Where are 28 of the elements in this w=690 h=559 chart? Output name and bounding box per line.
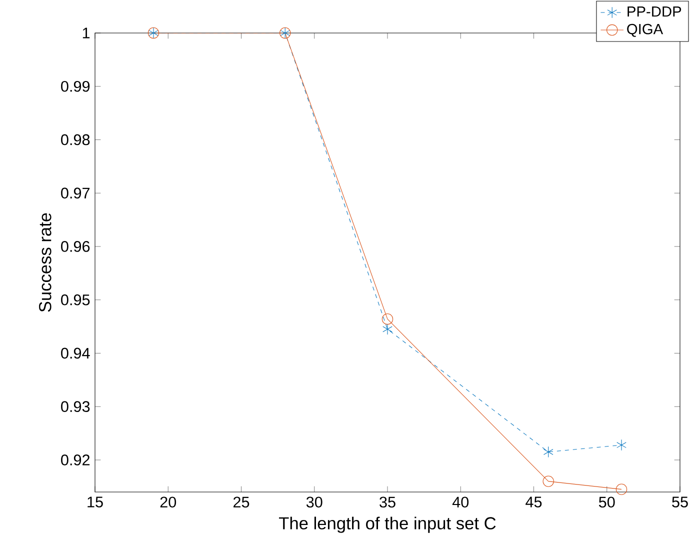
point <box>382 324 392 335</box>
point <box>542 476 554 487</box>
x-tick-label: 30 <box>306 496 322 508</box>
y-tick-label: 0.95 <box>61 294 90 306</box>
x-tick-label: 20 <box>160 496 176 508</box>
x-tick-label: 40 <box>452 496 469 508</box>
point <box>616 439 626 451</box>
y-tick-label: 0.93 <box>61 401 90 412</box>
y-tick-label: 0.97 <box>61 188 90 199</box>
legend-label: PP-DDP <box>628 6 682 17</box>
y-tick-label: 0.98 <box>61 134 90 146</box>
x-tick-label: 15 <box>88 496 103 508</box>
y-tick-label: 0.92 <box>61 454 90 466</box>
x-tick-label: 35 <box>380 496 396 508</box>
x-axis-title: The length of the input set C <box>279 516 496 533</box>
x-tick-label: 25 <box>233 496 250 508</box>
point <box>616 484 628 495</box>
y-tick-label: 1 <box>82 28 90 38</box>
y-tick-label: 0.94 <box>61 348 90 359</box>
x-tick-label: 50 <box>598 496 615 508</box>
legend-label: QIGA <box>627 24 664 37</box>
point <box>382 313 394 325</box>
x-tick-label: 45 <box>526 496 542 508</box>
x-tick-label: 55 <box>672 496 688 508</box>
y-tick-label: 0.99 <box>61 80 90 92</box>
y-tick-label: 0.96 <box>61 241 90 252</box>
y-axis-title: Success rate <box>39 213 52 312</box>
point <box>543 446 554 458</box>
